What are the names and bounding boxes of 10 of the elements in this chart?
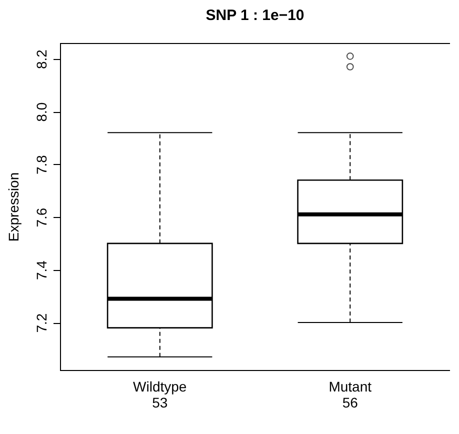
x-tick-label: Mutant 56	[328, 378, 372, 410]
y-axis-title: Expression	[6, 172, 22, 242]
y-tick-label: 7.8	[34, 154, 50, 175]
y-tick-label: 7.6	[34, 208, 50, 228]
chart-title: SNP 1 : 1e−10	[206, 7, 304, 24]
y-tick-label: 8.0	[34, 102, 50, 122]
x-tick-label: Wildtype 53	[133, 378, 187, 410]
y-tick-label: 7.4	[34, 260, 50, 280]
y-tick-label: 8.2	[34, 49, 50, 70]
y-tick-label: 7.2	[34, 313, 50, 333]
